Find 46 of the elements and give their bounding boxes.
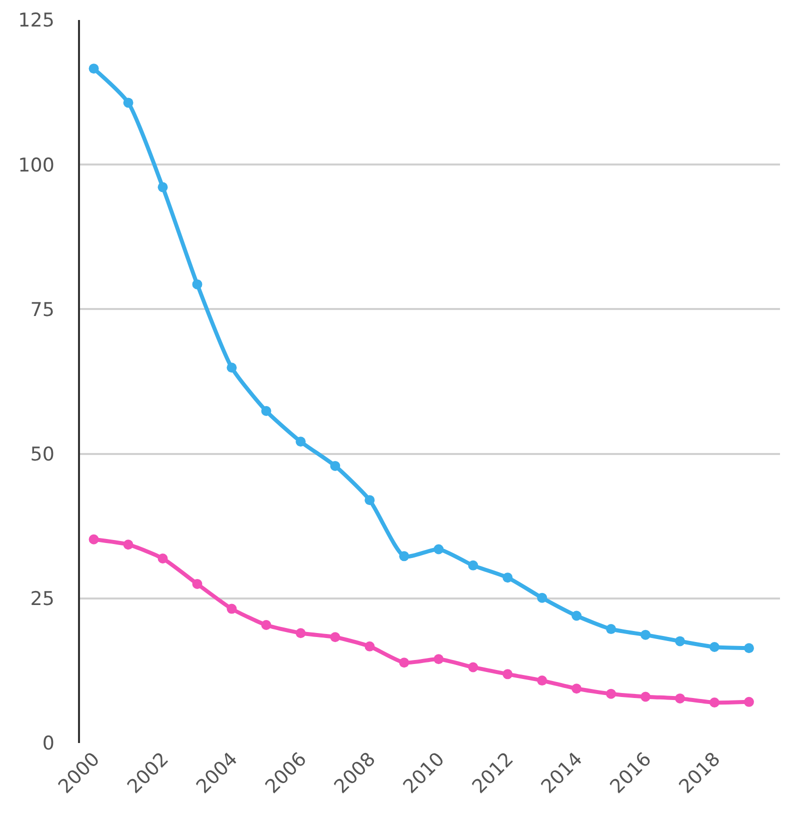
point	[88, 64, 99, 74]
point	[675, 636, 685, 646]
point	[123, 98, 134, 108]
point	[744, 696, 754, 707]
y-tick-label: 0	[42, 732, 54, 755]
point	[226, 604, 237, 614]
point	[330, 632, 340, 642]
point	[537, 676, 548, 686]
point	[502, 669, 513, 680]
point	[709, 698, 720, 708]
point	[364, 641, 375, 652]
point	[192, 279, 202, 290]
point	[640, 630, 651, 640]
point	[468, 662, 478, 672]
point	[606, 624, 616, 634]
point	[572, 610, 582, 621]
point	[640, 692, 651, 702]
point	[709, 642, 720, 652]
point	[296, 628, 306, 638]
point	[434, 544, 444, 554]
point	[399, 551, 410, 562]
y-tick-label: 100	[18, 154, 54, 176]
point	[158, 182, 168, 192]
point	[364, 495, 375, 506]
point	[123, 540, 134, 550]
point	[399, 658, 410, 668]
point	[261, 406, 272, 416]
y-tick-label: 75	[30, 298, 54, 321]
y-tick-label: 50	[30, 443, 54, 466]
point	[675, 693, 685, 704]
point	[261, 620, 272, 630]
point	[434, 654, 444, 664]
point	[330, 460, 340, 471]
point	[744, 643, 754, 654]
point	[226, 362, 237, 373]
point	[537, 592, 548, 603]
point	[572, 684, 582, 694]
point	[296, 436, 306, 447]
point	[468, 560, 478, 570]
y-tick-label: 125	[18, 10, 54, 32]
y-tick-label: 25	[30, 588, 54, 610]
point	[88, 534, 99, 544]
point	[158, 553, 168, 564]
point	[192, 578, 202, 589]
point	[502, 572, 513, 583]
point	[606, 688, 616, 699]
